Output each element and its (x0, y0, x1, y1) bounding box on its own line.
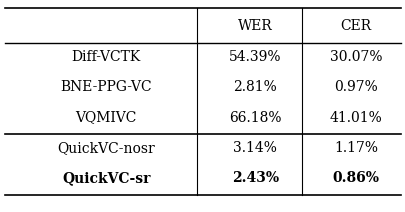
Text: 0.97%: 0.97% (334, 80, 377, 94)
Text: BNE-PPG-VC: BNE-PPG-VC (60, 80, 151, 94)
Text: 54.39%: 54.39% (228, 50, 281, 64)
Text: VQMIVC: VQMIVC (75, 110, 136, 124)
Text: WER: WER (237, 20, 272, 33)
Text: Diff-VCTK: Diff-VCTK (71, 50, 141, 64)
Text: 2.81%: 2.81% (233, 80, 277, 94)
Text: QuickVC-nosr: QuickVC-nosr (57, 141, 155, 155)
Text: 30.07%: 30.07% (329, 50, 382, 64)
Text: CER: CER (340, 20, 371, 33)
Text: 0.86%: 0.86% (332, 171, 379, 185)
Text: QuickVC-sr: QuickVC-sr (62, 171, 150, 185)
Text: 3.14%: 3.14% (233, 141, 277, 155)
Text: 41.01%: 41.01% (329, 110, 382, 124)
Text: 66.18%: 66.18% (228, 110, 281, 124)
Text: 2.43%: 2.43% (231, 171, 278, 185)
Text: 1.17%: 1.17% (333, 141, 377, 155)
